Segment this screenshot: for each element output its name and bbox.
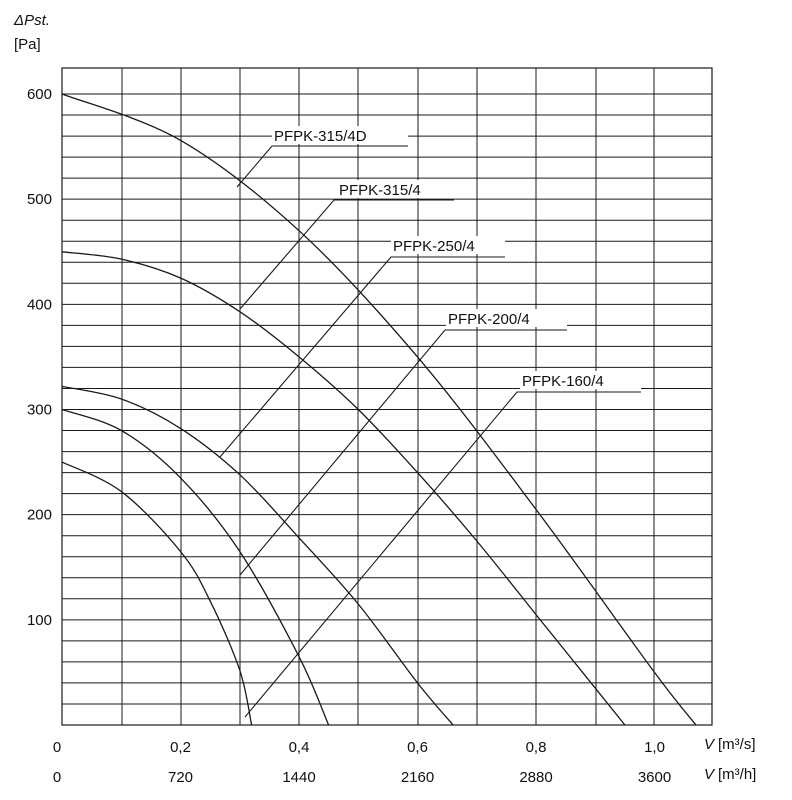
leader-line [219,256,505,458]
x-axis-unit-m3h: [m³/h] [718,766,756,783]
leader-line [239,329,567,576]
model-label-background [272,126,408,144]
y-axis-unit: [Pa] [14,36,41,53]
model-label-background [337,180,454,198]
x-axis-symbol-m3h: V [704,766,716,783]
x-tick-label-m3s: 0 [53,739,61,756]
curve-pfpk-160-4 [61,461,253,726]
model-label-background [446,309,567,327]
model-label: PFPK-200/4 [448,311,530,328]
model-label: PFPK-315/4 [339,182,421,199]
leader-line [236,145,408,188]
x-tick-label-m3h: 2160 [401,769,434,786]
x-tick-label-m3s: 1,0 [644,739,665,756]
model-label-background [391,236,505,254]
leader-line [239,199,454,310]
curve-pfpk-315-4 [61,251,626,726]
x-tick-label-m3s: 0,8 [526,739,547,756]
y-tick-label: 500 [27,191,52,208]
x-tick-label-m3h: 2880 [519,769,552,786]
x-tick-label-m3s: 0,2 [170,739,191,756]
x-tick-label-m3s: 0,4 [289,739,310,756]
x-tick-label-m3h: 0 [53,769,61,786]
leader-line [244,391,641,718]
fan-curves [61,93,697,726]
x-tick-label-m3h: 720 [168,769,193,786]
x-tick-label-m3s: 0,6 [407,739,428,756]
curve-pfpk-315-4d [61,93,697,726]
model-label: PFPK-315/4D [274,128,367,145]
model-label: PFPK-250/4 [393,238,475,255]
y-tick-label: 600 [27,86,52,103]
curve-pfpk-200-4 [61,408,330,726]
x-tick-labels: 0 0,2 0,4 0,6 0,8 1,0 0 720 1440 2160 2880 3600 [53,739,671,786]
x-axis-label-m3s: V [m³/s] [704,736,756,753]
y-tick-labels: 100 200 300 400 500 600 [27,86,52,629]
y-tick-label: 400 [27,296,52,313]
model-label-background [520,371,641,389]
x-tick-label-m3h: 3600 [638,769,671,786]
y-axis-symbol: ΔPst. [13,12,50,29]
plot-frame [61,67,713,726]
curve-leaders: PFPK-315/4D PFPK-315/4 PFPK-250/4 PFPK-200/… [219,126,641,718]
x-axis-unit-m3s: [m³/s] [718,736,756,753]
x-axis-label-m3h: V [m³/h] [704,766,756,783]
plot-grid [61,67,713,726]
x-axis-symbol-m3s: V [704,736,716,753]
y-tick-label: 100 [27,612,52,629]
x-tick-label-m3h: 1440 [282,769,315,786]
curve-pfpk-250-4 [61,385,454,726]
y-tick-label: 300 [27,402,52,419]
model-label: PFPK-160/4 [522,373,604,390]
y-tick-label: 200 [27,507,52,524]
